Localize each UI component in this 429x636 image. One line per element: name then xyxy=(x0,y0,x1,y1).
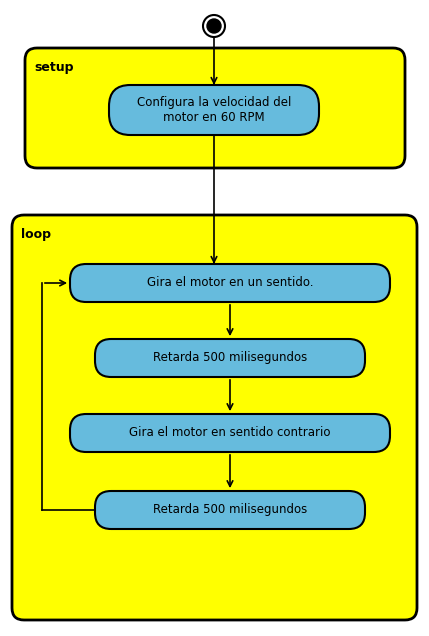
FancyBboxPatch shape xyxy=(70,264,390,302)
FancyBboxPatch shape xyxy=(12,215,417,620)
Circle shape xyxy=(207,19,221,33)
FancyBboxPatch shape xyxy=(95,339,365,377)
FancyBboxPatch shape xyxy=(70,414,390,452)
Text: setup: setup xyxy=(34,61,73,74)
Text: Retarda 500 milisegundos: Retarda 500 milisegundos xyxy=(153,504,307,516)
Text: Gira el motor en un sentido.: Gira el motor en un sentido. xyxy=(147,277,313,289)
Text: Configura la velocidad del
motor en 60 RPM: Configura la velocidad del motor en 60 R… xyxy=(137,96,291,124)
Text: Gira el motor en sentido contrario: Gira el motor en sentido contrario xyxy=(129,427,331,439)
FancyBboxPatch shape xyxy=(95,491,365,529)
Circle shape xyxy=(203,15,225,37)
FancyBboxPatch shape xyxy=(109,85,319,135)
Text: Retarda 500 milisegundos: Retarda 500 milisegundos xyxy=(153,352,307,364)
Text: loop: loop xyxy=(21,228,51,241)
FancyBboxPatch shape xyxy=(25,48,405,168)
